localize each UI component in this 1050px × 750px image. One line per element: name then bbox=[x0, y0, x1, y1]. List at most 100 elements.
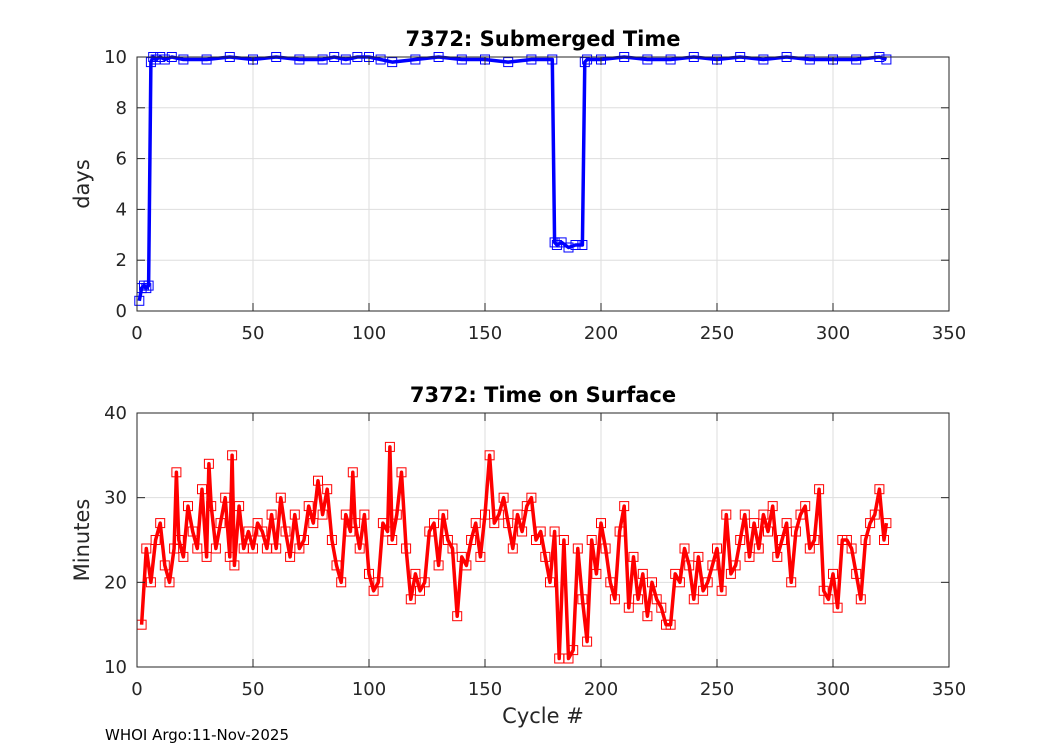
surface-data-point bbox=[480, 509, 490, 520]
surface-time-ticks: 0 50 100 150 200 250 300 350 10 20 30 40 bbox=[104, 403, 966, 700]
submerged-ytick-label: 10 bbox=[104, 47, 127, 68]
surface-data-point bbox=[331, 560, 342, 571]
surface-data-point bbox=[596, 518, 606, 529]
surface-xtick-label: 0 bbox=[131, 679, 142, 700]
surface-data-point bbox=[206, 501, 217, 512]
submerged-series-line bbox=[137, 55, 887, 302]
surface-data-point bbox=[851, 568, 862, 579]
surface-data-point bbox=[763, 526, 773, 537]
surface-data-point bbox=[582, 636, 593, 647]
surface-data-point bbox=[744, 551, 755, 562]
surface-data-point bbox=[203, 458, 214, 469]
surface-ytick-label: 30 bbox=[104, 488, 127, 509]
surface-data-point bbox=[647, 577, 657, 588]
submerged-data-point bbox=[526, 54, 537, 65]
submerged-xtick-label: 250 bbox=[700, 323, 734, 344]
submerged-time-title: 7372: Submerged Time bbox=[405, 27, 680, 51]
surface-data-point bbox=[475, 551, 486, 562]
surface-data-point bbox=[614, 526, 625, 537]
surface-data-point bbox=[405, 594, 416, 605]
surface-data-point bbox=[303, 501, 314, 512]
surface-data-point bbox=[540, 551, 551, 562]
surface-data-point bbox=[433, 560, 444, 571]
surface-data-point bbox=[772, 551, 783, 562]
surface-data-point bbox=[373, 577, 384, 588]
surface-data-point bbox=[526, 492, 537, 503]
surface-data-point bbox=[347, 467, 358, 478]
submerged-data-point bbox=[549, 237, 560, 248]
surface-data-point bbox=[855, 594, 866, 605]
surface-data-point bbox=[275, 492, 286, 503]
submerged-xtick-label: 200 bbox=[584, 323, 618, 344]
surface-data-point bbox=[227, 450, 238, 461]
surface-data-point bbox=[869, 509, 880, 520]
surface-data-point bbox=[874, 484, 885, 495]
surface-data-point bbox=[280, 526, 291, 537]
surface-xtick-label: 150 bbox=[468, 679, 502, 700]
submerged-data-point bbox=[547, 54, 558, 65]
submerged-ytick-label: 4 bbox=[116, 199, 127, 220]
submerged-data-point bbox=[563, 242, 574, 253]
surface-data-point bbox=[633, 594, 644, 605]
surface-data-point bbox=[210, 543, 221, 554]
surface-data-point bbox=[517, 526, 528, 537]
surface-data-point bbox=[702, 577, 713, 588]
surface-data-point bbox=[586, 535, 597, 545]
submerged-data-point bbox=[317, 54, 328, 65]
surface-data-point bbox=[572, 543, 583, 554]
surface-xtick-label: 250 bbox=[700, 679, 734, 700]
surface-data-point bbox=[150, 535, 161, 545]
surface-data-point bbox=[493, 509, 504, 520]
surface-data-point bbox=[171, 467, 182, 478]
surface-data-point bbox=[384, 441, 395, 452]
submerged-time-plot-area bbox=[137, 57, 949, 311]
surface-data-point bbox=[688, 594, 699, 605]
surface-data-point bbox=[879, 535, 889, 545]
submerged-data-point bbox=[851, 54, 862, 65]
surface-data-point bbox=[336, 577, 347, 588]
surface-data-point bbox=[429, 518, 439, 529]
surface-data-point bbox=[187, 526, 198, 537]
surface-data-point bbox=[452, 611, 463, 622]
submerged-data-point bbox=[642, 54, 653, 65]
surface-data-point bbox=[159, 560, 170, 571]
surface-data-point bbox=[364, 568, 374, 579]
surface-time-xlabel: Cycle # bbox=[502, 704, 584, 728]
surface-data-point bbox=[145, 577, 156, 588]
surface-data-point bbox=[535, 526, 546, 537]
surface-xtick-label: 200 bbox=[584, 679, 618, 700]
submerged-data-point bbox=[178, 54, 189, 65]
surface-data-point bbox=[484, 450, 495, 461]
surface-data-point bbox=[248, 543, 258, 554]
surface-data-point bbox=[359, 509, 370, 520]
surface-data-point bbox=[642, 611, 653, 622]
surface-data-point bbox=[786, 577, 797, 588]
surface-data-point bbox=[707, 560, 718, 571]
submerged-time-ticks: 0 50 100 150 200 250 300 350 0 2 4 6 8 10 bbox=[104, 47, 966, 344]
surface-data-point bbox=[299, 535, 309, 545]
submerged-data-point bbox=[556, 237, 567, 248]
surface-xtick-label: 50 bbox=[242, 679, 265, 700]
surface-data-point bbox=[192, 543, 203, 554]
surface-data-point bbox=[141, 543, 152, 554]
surface-data-point bbox=[730, 560, 741, 571]
surface-data-point bbox=[605, 577, 616, 588]
surface-data-point bbox=[558, 535, 569, 545]
submerged-data-point bbox=[159, 54, 170, 65]
surface-data-point bbox=[326, 535, 337, 545]
surface-data-point bbox=[271, 543, 282, 554]
surface-data-point bbox=[800, 501, 811, 512]
submerged-data-point bbox=[201, 54, 212, 65]
submerged-data-point bbox=[141, 283, 152, 294]
surface-xtick-label: 300 bbox=[816, 679, 850, 700]
surface-data-point bbox=[809, 535, 820, 545]
footer-stamp: WHOI Argo:11-Nov-2025 bbox=[105, 726, 289, 744]
surface-data-point bbox=[758, 509, 769, 520]
surface-series-line bbox=[139, 445, 889, 661]
submerged-data-point bbox=[577, 240, 588, 250]
surface-data-point bbox=[716, 585, 727, 596]
surface-data-point bbox=[257, 526, 268, 537]
submerged-data-point bbox=[456, 54, 467, 65]
surface-data-point bbox=[665, 619, 676, 630]
submerged-data-point bbox=[294, 54, 305, 65]
